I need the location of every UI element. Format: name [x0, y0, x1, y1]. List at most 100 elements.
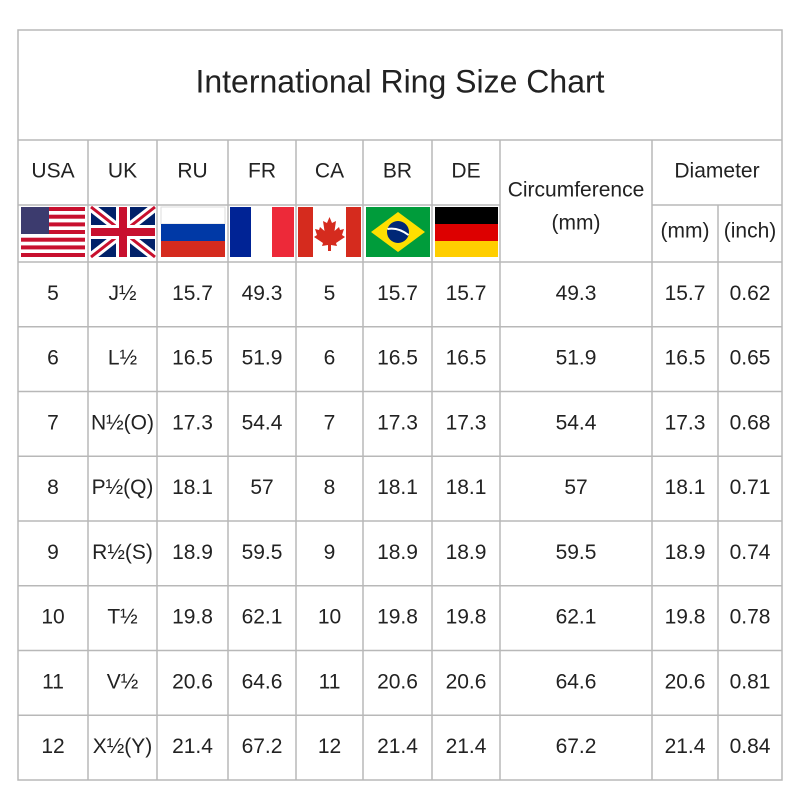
cell: 5: [324, 282, 336, 305]
cell: 67.2: [242, 735, 283, 758]
cell: 5: [47, 282, 59, 305]
cell: 9: [47, 541, 59, 564]
cell: 0.81: [730, 670, 771, 693]
cell: X½(Y): [93, 735, 153, 758]
column-unit: (inch): [724, 220, 777, 243]
cell: 7: [324, 411, 336, 434]
flag-fr: [230, 207, 294, 257]
cell: 57: [564, 476, 587, 499]
cell: V½: [107, 670, 139, 693]
cell: 0.65: [730, 347, 771, 370]
cell: 57: [250, 476, 273, 499]
cell: 20.6: [172, 670, 213, 693]
cell: 6: [47, 347, 59, 370]
cell: 49.3: [556, 282, 597, 305]
cell: 7: [47, 411, 59, 434]
cell: 18.1: [665, 476, 706, 499]
column-header: UK: [108, 160, 137, 183]
cell: 19.8: [172, 606, 213, 629]
cell: 15.7: [665, 282, 706, 305]
cell: 11: [42, 670, 64, 693]
cell: L½: [108, 347, 137, 370]
cell: 54.4: [556, 411, 597, 434]
cell: 20.6: [665, 670, 706, 693]
column-unit: (mm): [661, 220, 710, 243]
cell: 19.8: [377, 606, 418, 629]
cell: 17.3: [377, 411, 418, 434]
column-header: Diameter: [674, 160, 759, 183]
cell: 0.74: [730, 541, 771, 564]
column-header: CA: [315, 160, 344, 183]
cell: 51.9: [556, 347, 597, 370]
cell: 0.62: [730, 282, 771, 305]
cell: 19.8: [665, 606, 706, 629]
cell: 0.68: [730, 411, 771, 434]
flag-ru: [160, 206, 226, 257]
cell: 16.5: [377, 347, 418, 370]
cell: 6: [324, 347, 336, 370]
flag-usa: [21, 207, 85, 257]
column-header: DE: [451, 160, 480, 183]
cell: 18.1: [446, 476, 487, 499]
cell: 15.7: [172, 282, 213, 305]
flag-ca: [298, 207, 361, 257]
cell: 10: [41, 606, 64, 629]
cell: 18.9: [172, 541, 213, 564]
flag-de: [435, 207, 498, 257]
cell: 59.5: [556, 541, 597, 564]
column-header: RU: [177, 160, 207, 183]
cell: P½(Q): [92, 476, 154, 499]
cell: 62.1: [556, 606, 597, 629]
cell: T½: [107, 606, 137, 629]
column-header: FR: [248, 160, 276, 183]
cell: 0.71: [730, 476, 771, 499]
cell: 20.6: [446, 670, 487, 693]
cell: 8: [324, 476, 336, 499]
cell: N½(O): [91, 411, 154, 434]
cell: 21.4: [446, 735, 487, 758]
cell: 12: [41, 735, 64, 758]
cell: 16.5: [665, 347, 706, 370]
cell: 15.7: [446, 282, 487, 305]
cell: 62.1: [242, 606, 283, 629]
cell: 18.1: [172, 476, 213, 499]
cell: 16.5: [172, 347, 213, 370]
cell: 18.9: [446, 541, 487, 564]
cell: 17.3: [446, 411, 487, 434]
cell: R½(S): [92, 541, 153, 564]
column-header: USA: [31, 160, 74, 183]
cell: 8: [47, 476, 59, 499]
cell: 18.9: [665, 541, 706, 564]
cell: 0.84: [730, 735, 771, 758]
cell: 12: [318, 735, 341, 758]
flag-uk: [88, 203, 158, 261]
column-header: Circumference: [508, 179, 645, 202]
cell: 19.8: [446, 606, 487, 629]
cell: 64.6: [242, 670, 283, 693]
cell: 54.4: [242, 411, 283, 434]
cell: 67.2: [556, 735, 597, 758]
flag-br: [366, 207, 430, 257]
cell: 49.3: [242, 282, 283, 305]
cell: 21.4: [377, 735, 418, 758]
cell: 11: [319, 670, 341, 693]
title: International Ring Size Chart: [195, 63, 604, 99]
cell: 18.1: [377, 476, 418, 499]
cell: 9: [324, 541, 336, 564]
cell: 18.9: [377, 541, 418, 564]
cell: 20.6: [377, 670, 418, 693]
cell: 21.4: [665, 735, 706, 758]
cell: 64.6: [556, 670, 597, 693]
cell: 10: [318, 606, 341, 629]
column-unit: (mm): [552, 212, 601, 235]
cell: 16.5: [446, 347, 487, 370]
column-header: BR: [383, 160, 412, 183]
cell: 59.5: [242, 541, 283, 564]
cell: 17.3: [665, 411, 706, 434]
flags: [21, 203, 498, 261]
table-border: [17, 29, 783, 781]
cell: 51.9: [242, 347, 283, 370]
cell: 15.7: [377, 282, 418, 305]
cell: 0.78: [730, 606, 771, 629]
